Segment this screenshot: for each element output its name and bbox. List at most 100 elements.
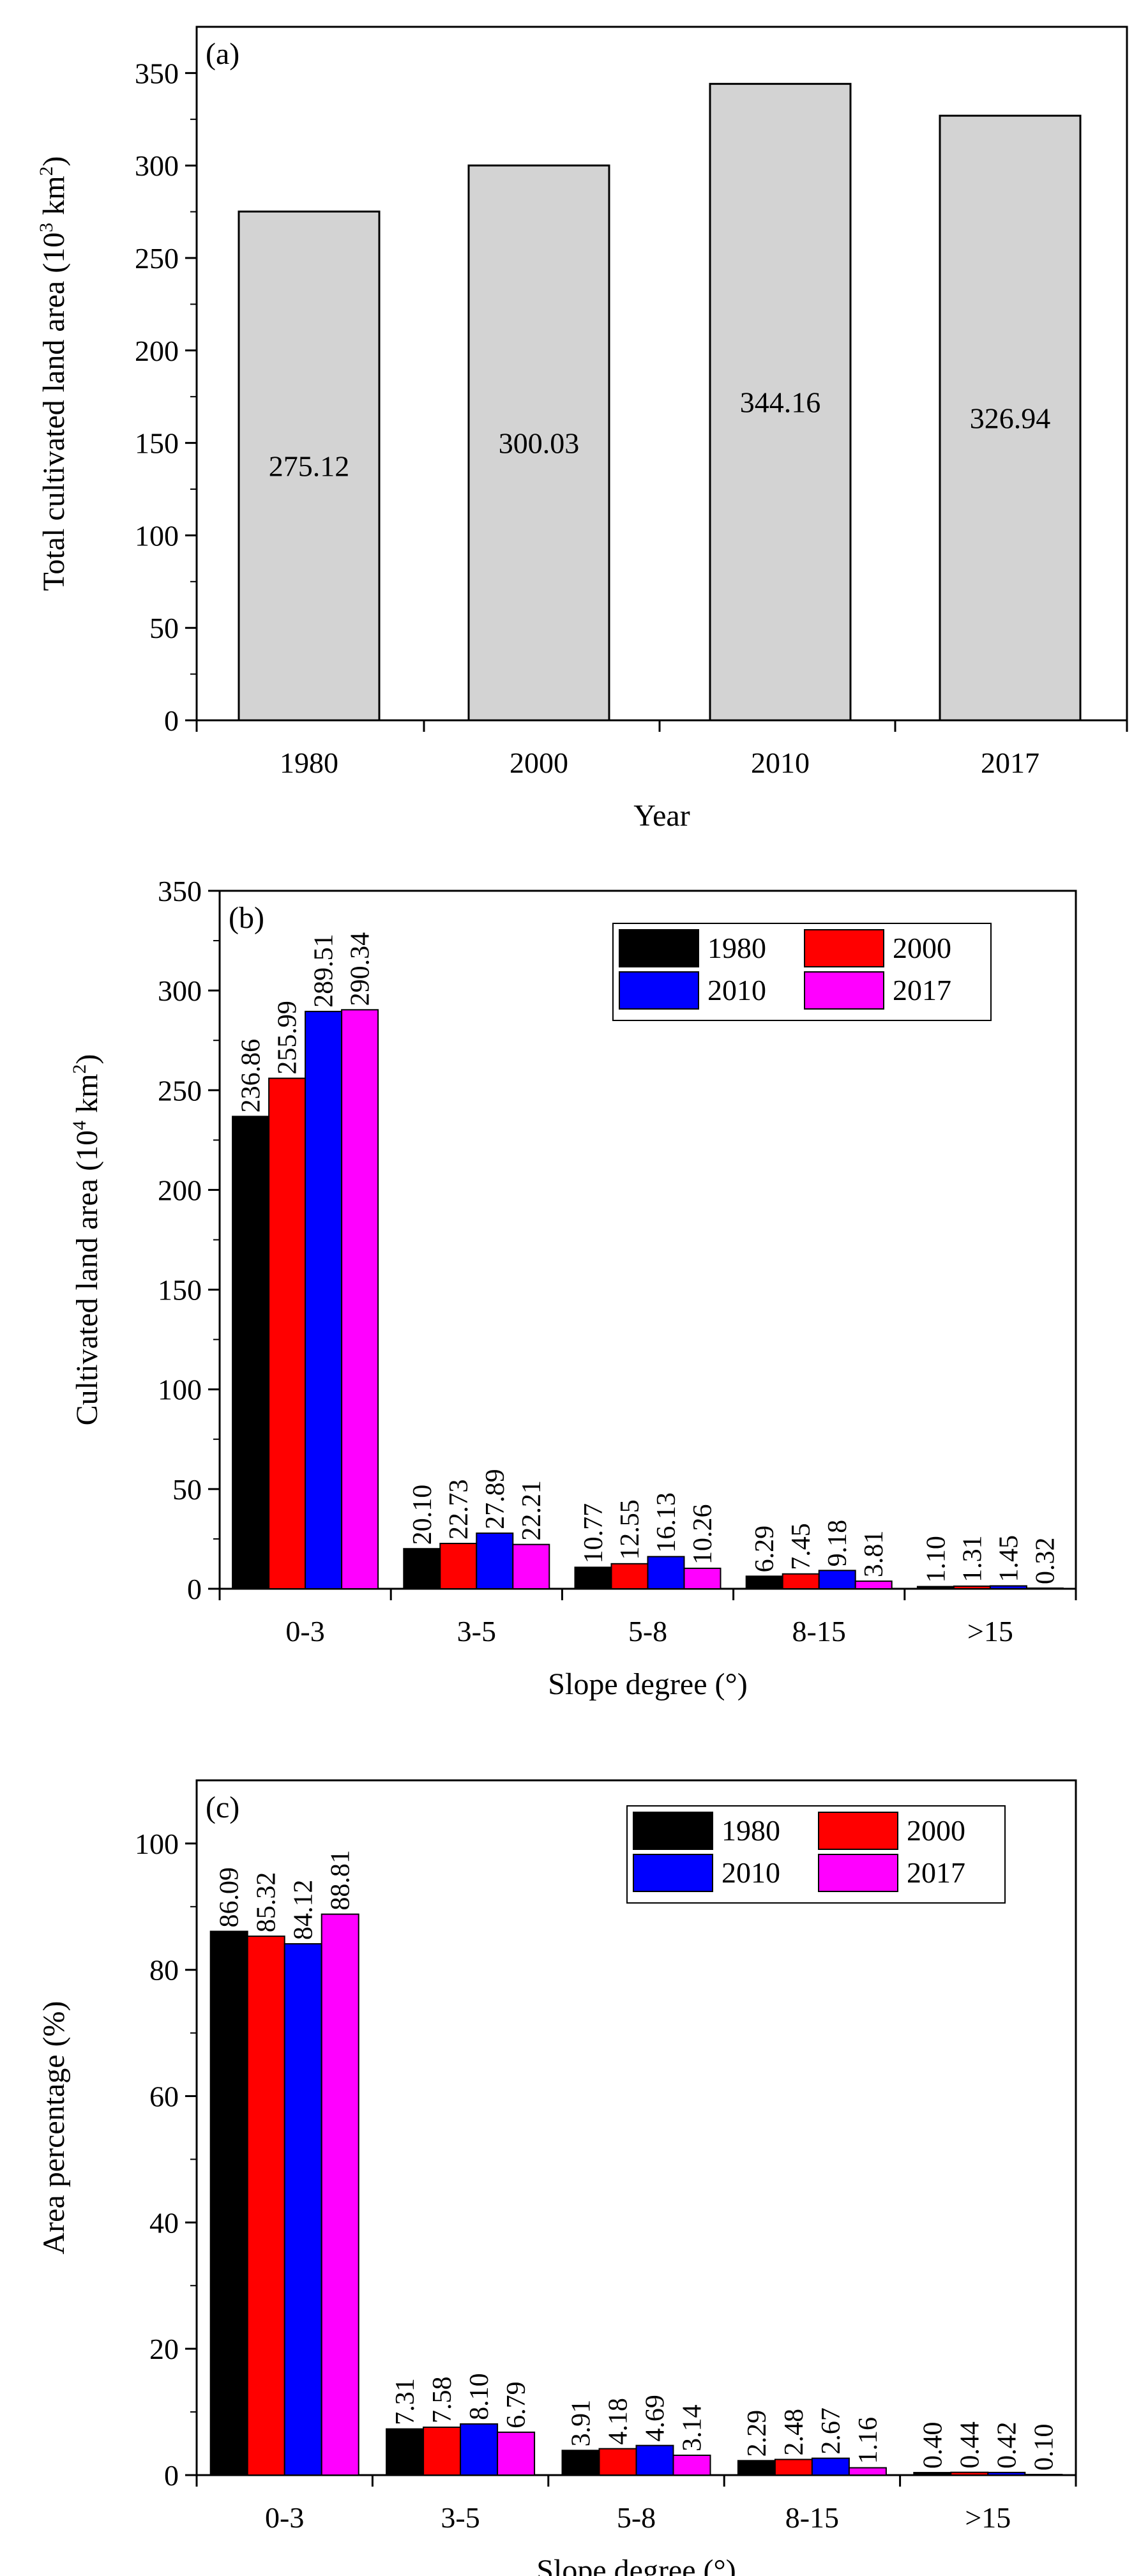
y-tick-label: 40 xyxy=(149,2206,179,2239)
y-tick-label: 50 xyxy=(172,1473,202,1506)
legend-swatch-2010 xyxy=(619,971,699,1010)
bar-2010-8-15 xyxy=(818,1570,856,1590)
bar-1980-0-3 xyxy=(209,1930,248,2476)
x-tick-label: 8-15 xyxy=(792,1615,846,1648)
data-label: 10.26 xyxy=(688,1504,718,1565)
data-label: 1.10 xyxy=(921,1536,951,1583)
data-label: 27.89 xyxy=(481,1469,510,1529)
legend-label: 2017 xyxy=(907,1856,965,1889)
data-label: 6.79 xyxy=(502,2381,531,2428)
panel-label: (c) xyxy=(206,1791,239,1824)
panel-label: (b) xyxy=(229,901,264,935)
data-label: 2.48 xyxy=(780,2409,809,2456)
y-tick-label: 0 xyxy=(164,704,179,737)
data-label: 3.81 xyxy=(859,1531,889,1578)
y-tick-label: 0 xyxy=(164,2459,179,2492)
x-tick-label: 2000 xyxy=(510,746,568,779)
data-label: 3.91 xyxy=(567,2400,596,2447)
bar-1980->15 xyxy=(916,1586,955,1590)
legend-label: 2010 xyxy=(707,974,766,1006)
y-tick-label: 300 xyxy=(135,149,179,182)
bar-2010 xyxy=(709,82,852,722)
legend-label: 2010 xyxy=(722,1856,780,1889)
data-label: 1.16 xyxy=(854,2417,883,2464)
x-axis-title: Slope degree (°) xyxy=(536,2554,736,2576)
data-label: 0.44 xyxy=(955,2421,985,2469)
legend-swatch-2000 xyxy=(818,1812,898,1850)
y-tick-label: 100 xyxy=(135,1828,179,1860)
data-label: 9.18 xyxy=(823,1520,852,1567)
bar-2017-3-5 xyxy=(497,2431,536,2476)
bar-2000-0-3 xyxy=(246,1936,285,2476)
y-tick-label: 300 xyxy=(158,974,202,1007)
bar-2010-0-3 xyxy=(305,1010,343,1589)
legend-label: 1980 xyxy=(707,932,766,964)
bar-2017-8-15 xyxy=(848,2467,887,2476)
data-label: 0.40 xyxy=(918,2422,948,2469)
y-axis-title: Total cultivated land area (103​ km2​) xyxy=(36,156,71,591)
data-label: 3.14 xyxy=(678,2404,707,2451)
bar-2000-5-8 xyxy=(598,2448,637,2476)
data-label: 22.73 xyxy=(444,1480,474,1540)
bar-1980-0-3 xyxy=(232,1116,270,1589)
bar-2000->15 xyxy=(950,2471,989,2476)
bar-2000-3-5 xyxy=(423,2427,462,2476)
data-label: 8.10 xyxy=(465,2373,494,2420)
data-label: 2.67 xyxy=(817,2407,846,2455)
x-axis-title: Slope degree (°) xyxy=(548,1667,747,1701)
y-tick-label: 350 xyxy=(158,875,202,907)
data-label: 88.81 xyxy=(326,1850,356,1911)
legend: 1980 2000 2010 2017 xyxy=(626,1805,1006,1904)
y-axis-title: Area percentage (%) xyxy=(37,2001,71,2254)
data-label: 16.13 xyxy=(652,1492,681,1553)
bar-2017-5-8 xyxy=(672,2454,711,2476)
bar-2000-8-15 xyxy=(782,1573,820,1589)
y-tick-label: 200 xyxy=(158,1174,202,1206)
bar-2000-5-8 xyxy=(610,1563,649,1589)
y-axis-title: Cultivated land area (104​ km2​) xyxy=(69,1054,104,1426)
bar-2010-0-3 xyxy=(283,1943,322,2476)
x-tick-label: 5-8 xyxy=(617,2501,656,2534)
y-tick-label: 20 xyxy=(149,2333,179,2365)
data-label: 4.18 xyxy=(604,2398,633,2445)
data-label: 236.86 xyxy=(237,1039,266,1113)
y-tick-label: 60 xyxy=(149,2080,179,2113)
legend-label: 2017 xyxy=(893,974,951,1006)
bar-2017->15 xyxy=(1024,2474,1063,2476)
data-label: 12.55 xyxy=(616,1499,645,1560)
legend-label: 2000 xyxy=(907,1814,965,1847)
data-label: 0.10 xyxy=(1029,2424,1059,2471)
data-label: 84.12 xyxy=(289,1879,319,1940)
bar-2017 xyxy=(939,114,1082,722)
bar-2017-0-3 xyxy=(341,1009,379,1590)
legend-swatch-1980 xyxy=(633,1812,713,1850)
bar-2000-0-3 xyxy=(268,1077,306,1590)
plot-frame xyxy=(195,26,1128,722)
y-tick-label: 80 xyxy=(149,1954,179,1987)
chart-panel-a: 275.12 300.03 344.16 326.94 0 50 100 150 200 250 3… xyxy=(36,26,1128,833)
legend: 1980 2000 2010 2017 xyxy=(612,923,992,1021)
bar-1980-3-5 xyxy=(403,1548,441,1589)
x-tick-label: 0-3 xyxy=(285,1615,324,1648)
bar-2000->15 xyxy=(953,1585,991,1589)
data-label: 7.31 xyxy=(391,2378,420,2425)
y-tick-label: 250 xyxy=(158,1074,202,1107)
x-tick-label: >15 xyxy=(965,2501,1011,2534)
y-tick-label: 200 xyxy=(135,335,179,367)
data-label: 275.12 xyxy=(269,450,350,483)
bar-2017-8-15 xyxy=(854,1580,893,1589)
bar-2010-5-8 xyxy=(647,1556,685,1590)
y-tick-label: 100 xyxy=(158,1374,202,1406)
bar-2010->15 xyxy=(989,1585,1027,1590)
bar-1980-8-15 xyxy=(745,1575,783,1589)
data-label: 4.69 xyxy=(641,2395,670,2442)
y-tick-label: 150 xyxy=(135,427,179,460)
x-tick-label: 5-8 xyxy=(628,1615,667,1648)
legend-label: 2000 xyxy=(893,932,951,964)
data-label: 326.94 xyxy=(970,402,1051,435)
x-tick-label: 3-5 xyxy=(457,1615,496,1648)
bar-1980-8-15 xyxy=(737,2460,776,2476)
data-label: 20.10 xyxy=(408,1485,437,1545)
bar-2010-3-5 xyxy=(476,1532,514,1590)
